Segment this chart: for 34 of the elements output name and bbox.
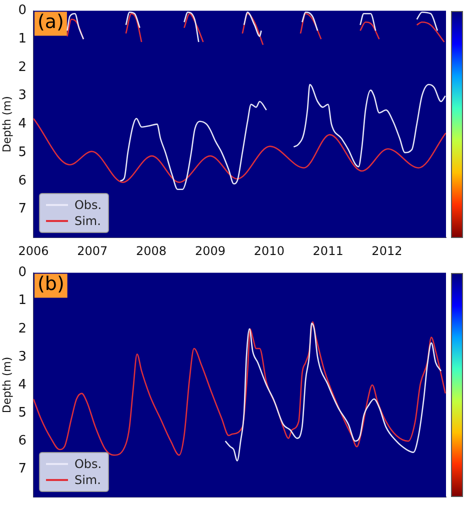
legend-label: Obs. xyxy=(74,196,102,213)
y-axis-title: Depth (m) xyxy=(0,356,14,414)
line-series xyxy=(33,321,446,456)
x-tick-label: 2007 xyxy=(77,244,108,258)
y-tick-label: 4 xyxy=(18,377,26,392)
y-tick-label: 1 xyxy=(18,32,26,47)
legend-label: Sim. xyxy=(74,212,101,229)
y-tick-label: 7 xyxy=(18,462,26,477)
y-tick-label: 6 xyxy=(18,433,26,448)
y-tick-label: 4 xyxy=(18,116,26,132)
y-tick-label: 6 xyxy=(18,173,26,188)
x-tick-label: 2010 xyxy=(254,244,284,258)
line-series xyxy=(33,118,446,183)
line-series xyxy=(224,322,442,462)
y-tick-label: 7 xyxy=(18,202,26,217)
x-tick-label: 2008 xyxy=(136,244,167,258)
x-tick-label: 2011 xyxy=(312,244,344,258)
legend-label: Obs. xyxy=(74,456,102,472)
annotation: (b) xyxy=(37,273,64,296)
legend-label: Sim. xyxy=(74,472,101,488)
y-axis-title: Depth (m) xyxy=(0,96,14,152)
y-tick-label: 5 xyxy=(18,144,26,160)
y-tick-label: 3 xyxy=(18,349,26,364)
x-tick-label: 2009 xyxy=(195,244,226,258)
y-tick-label: 3 xyxy=(18,88,26,104)
annotation: (a) xyxy=(37,11,64,34)
y-tick-label: 5 xyxy=(18,405,26,420)
y-tick-label: 2 xyxy=(18,321,26,336)
y-tick-label: 2 xyxy=(18,60,26,75)
y-tick-label: 1 xyxy=(18,293,26,308)
y-tick-label: 0 xyxy=(18,265,26,280)
x-tick-label: 2006 xyxy=(18,244,49,258)
x-tick-label: 2012 xyxy=(372,244,402,258)
y-tick-label: 0 xyxy=(18,3,26,18)
